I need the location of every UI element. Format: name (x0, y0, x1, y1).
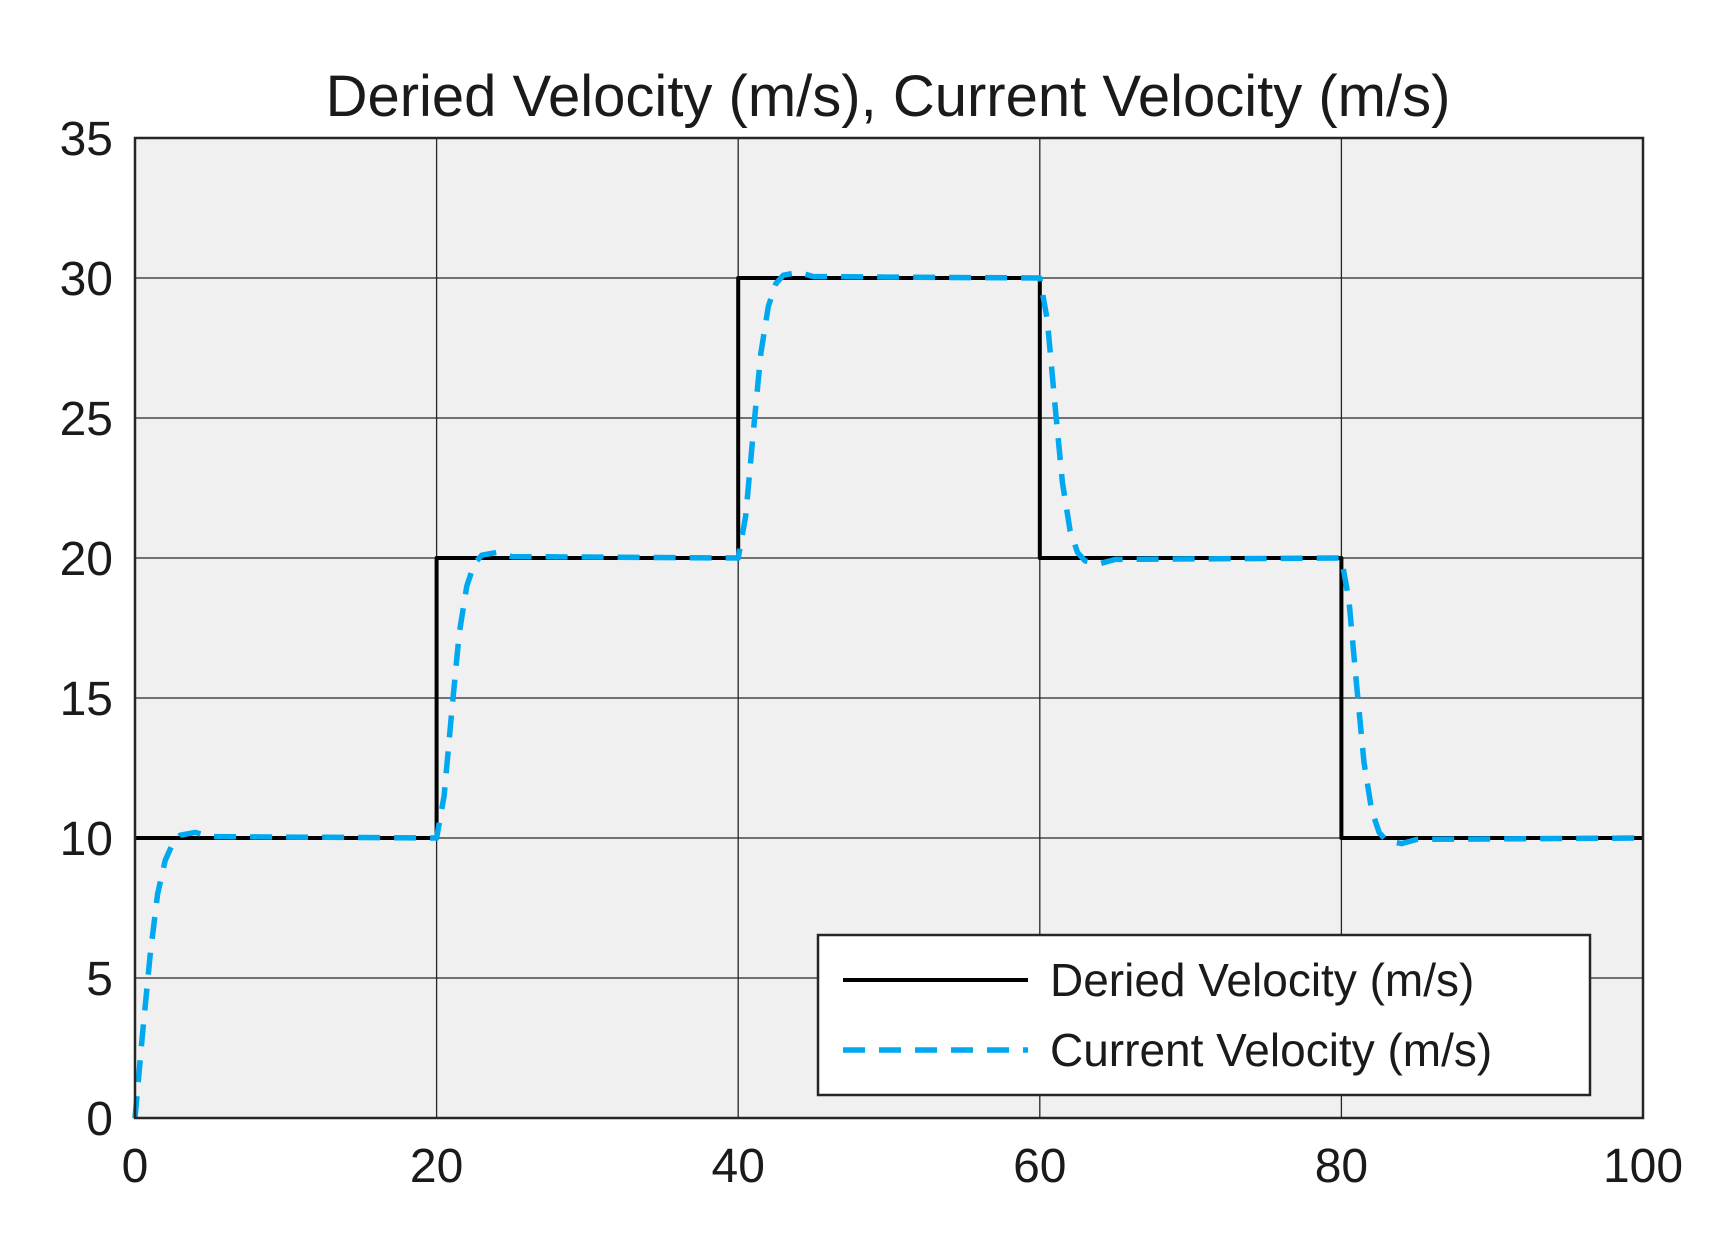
x-tick-label: 0 (122, 1140, 149, 1193)
y-tick-label: 20 (60, 533, 113, 586)
y-tick-label: 15 (60, 673, 113, 726)
legend: Deried Velocity (m/s) Current Velocity (… (816, 933, 1592, 1097)
y-tick-label: 25 (60, 393, 113, 446)
tick-labels: 0 20 40 60 80 100 0 5 10 15 20 25 30 35 (60, 113, 1683, 1193)
x-tick-label: 100 (1603, 1140, 1683, 1193)
x-tick-label: 60 (1013, 1140, 1066, 1193)
x-tick-label: 20 (410, 1140, 463, 1193)
y-tick-label: 35 (60, 113, 113, 166)
legend-label-current: Current Velocity (m/s) (1050, 1024, 1492, 1076)
x-tick-label: 80 (1315, 1140, 1368, 1193)
legend-label-desired: Deried Velocity (m/s) (1050, 954, 1474, 1006)
y-tick-label: 10 (60, 813, 113, 866)
axes-frame (133, 136, 1645, 1120)
y-tick-label: 30 (60, 253, 113, 306)
series-layer (132, 269, 1644, 1119)
legend-box (816, 933, 1592, 1097)
chart-title: Deried Velocity (m/s), Current Velocity … (326, 64, 1451, 129)
x-tick-label: 40 (712, 1140, 765, 1193)
y-tick-label: 5 (86, 953, 113, 1006)
y-tick-label: 0 (86, 1093, 113, 1146)
series-current-velocity (132, 269, 1644, 1119)
